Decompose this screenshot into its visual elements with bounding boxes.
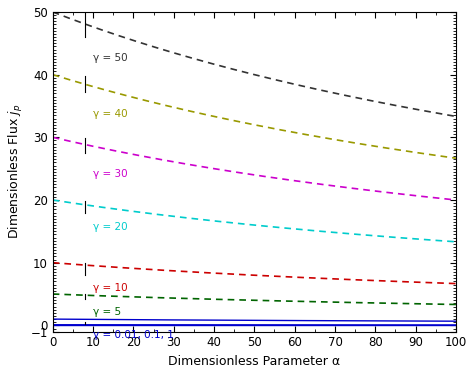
X-axis label: Dimensionless Parameter α: Dimensionless Parameter α (168, 355, 340, 368)
Y-axis label: Dimensionless Flux $j_p$: Dimensionless Flux $j_p$ (7, 104, 25, 239)
Text: γ = 5: γ = 5 (93, 307, 121, 316)
Text: γ = 30: γ = 30 (93, 169, 128, 178)
Text: γ = 20: γ = 20 (93, 222, 128, 232)
Text: γ = 0.01, 0.1, 1: γ = 0.01, 0.1, 1 (93, 330, 174, 340)
Text: γ = 40: γ = 40 (93, 109, 128, 119)
Text: γ = 10: γ = 10 (93, 283, 128, 293)
Text: γ = 50: γ = 50 (93, 53, 128, 63)
